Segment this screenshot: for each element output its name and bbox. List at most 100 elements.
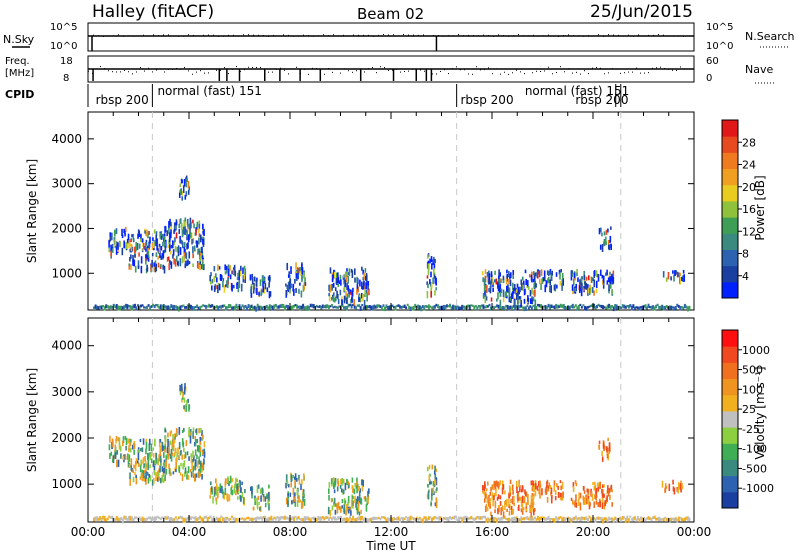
nave-dot (356, 70, 357, 72)
scatter-cell (486, 506, 489, 512)
nave-dot (156, 69, 157, 71)
scatter-cell (256, 277, 258, 282)
nsearch-dot (638, 34, 639, 36)
colorbar-tick-label: 25 (742, 403, 756, 416)
ground-scatter-cell (588, 305, 591, 308)
ground-scatter-cell (191, 305, 194, 310)
ground-scatter-cell (302, 518, 305, 522)
scatter-cell (540, 269, 543, 276)
ground-scatter-cell (350, 518, 353, 522)
scatter-cell (199, 460, 202, 468)
ground-scatter-cell (135, 516, 138, 519)
scatter-cell (484, 275, 487, 282)
scatter-cell (262, 494, 265, 498)
scatter-cell (436, 487, 438, 491)
ground-scatter-cell (549, 517, 552, 522)
scatter-cell (287, 500, 289, 508)
nsearch-dot (418, 34, 419, 36)
ground-scatter-cell (156, 515, 159, 519)
scatter-cell (512, 490, 514, 495)
nave-dot (232, 68, 233, 70)
nave-dot (304, 68, 305, 70)
ground-scatter-cell (441, 305, 444, 310)
ground-scatter-cell (417, 304, 420, 310)
scatter-cell (515, 292, 518, 301)
ground-scatter-cell (324, 515, 327, 520)
scatter-cell (520, 496, 523, 504)
nave-dot (160, 68, 161, 70)
scatter-cell (134, 463, 137, 472)
scatter-cell (548, 277, 550, 283)
scatter-cell (430, 282, 433, 289)
nsearch-dot (573, 35, 574, 37)
scatter-cell (295, 287, 297, 293)
ground-scatter-cell (497, 304, 500, 309)
scatter-cell (201, 437, 203, 441)
nave-dot (548, 66, 549, 68)
scatter-cell (585, 494, 587, 500)
ground-scatter-cell (368, 305, 371, 309)
scatter-cell (328, 292, 330, 297)
scatter-cell (529, 298, 532, 304)
scatter-cell (193, 441, 196, 447)
ground-scatter-cell (97, 306, 100, 310)
nsearch-dot (658, 34, 659, 36)
nsearch-dot (298, 35, 299, 37)
scatter-cell (249, 486, 252, 491)
freq-tick-bottom: 8 (63, 73, 69, 84)
ground-scatter-cell (655, 304, 658, 309)
x-tick-label: 16:00 (475, 525, 510, 539)
scatter-cell (329, 284, 332, 293)
scatter-cell (238, 279, 241, 285)
scatter-cell (486, 285, 488, 293)
scatter-cell (183, 460, 186, 467)
ground-scatter-cell (132, 304, 135, 309)
scatter-cell (146, 264, 148, 271)
ground-scatter-cell (277, 305, 280, 309)
scatter-cell (603, 502, 606, 510)
scatter-cell (355, 498, 358, 505)
ground-scatter-cell (221, 517, 224, 523)
scatter-cell (240, 487, 242, 493)
ground-scatter-cell (283, 515, 286, 520)
ground-scatter-cell (593, 517, 595, 520)
nsearch-dot (323, 34, 324, 36)
scatter-cell (584, 281, 587, 290)
nsearch-dot (403, 34, 404, 36)
scatter-cell (553, 485, 556, 492)
nave-dot (420, 69, 421, 71)
scatter-cell (197, 262, 200, 270)
scatter-cell (343, 507, 346, 514)
scatter-cell (149, 475, 152, 482)
nsearch-dot (503, 35, 504, 37)
ground-scatter-cell (220, 305, 223, 309)
ground-scatter-cell (611, 305, 614, 308)
scatter-cell (527, 286, 530, 290)
scatter-cell (562, 278, 565, 286)
scatter-cell (181, 398, 183, 403)
nsearch-dot (153, 34, 154, 36)
scatter-cell (120, 453, 122, 459)
scatter-cell (132, 233, 135, 241)
scatter-cell (492, 287, 494, 292)
ground-scatter-cell (293, 516, 296, 521)
scatter-cell (340, 506, 342, 513)
nsearch-dot (88, 35, 89, 37)
scatter-cell (172, 440, 175, 447)
scatter-cell (549, 285, 551, 293)
ground-scatter-cell (391, 517, 394, 522)
scatter-cell (167, 452, 169, 460)
scatter-cell (286, 262, 289, 271)
scatter-cell (348, 482, 350, 489)
scatter-cell (431, 263, 433, 270)
ground-scatter-cell (243, 517, 246, 521)
nsearch-dot (423, 34, 424, 36)
scatter-cell (222, 281, 224, 288)
scatter-cell (350, 268, 353, 273)
scatter-cell (538, 488, 540, 495)
nave-dot (108, 70, 109, 72)
scatter-cell (662, 271, 665, 278)
ground-scatter-cell (356, 517, 359, 521)
ground-scatter-cell (256, 303, 259, 309)
ground-scatter-cell (546, 517, 549, 521)
